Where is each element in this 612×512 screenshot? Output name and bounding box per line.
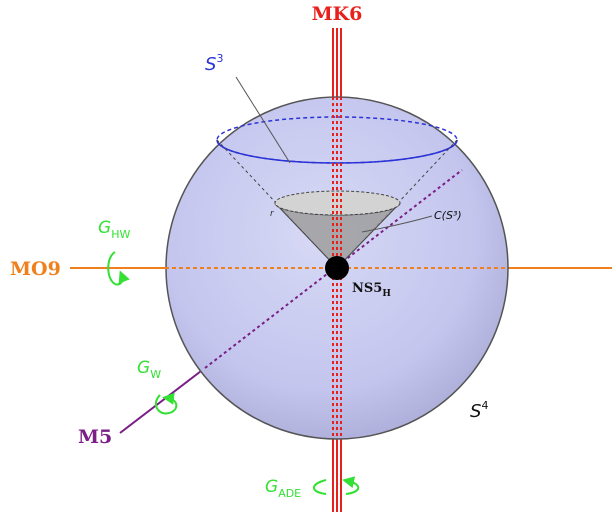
mo9-label: MO9 bbox=[10, 258, 61, 280]
g-ade-label: GADE bbox=[265, 477, 301, 500]
cone-top bbox=[274, 190, 401, 216]
mk6-line-top bbox=[332, 28, 342, 97]
cone-label: C(S³) bbox=[434, 209, 462, 222]
r-label: r bbox=[270, 209, 275, 219]
s3-pointer bbox=[235, 76, 291, 164]
g-ade-arrow bbox=[313, 480, 360, 495]
mk6-line-bottom bbox=[332, 438, 342, 512]
ns5-point bbox=[325, 256, 349, 280]
cone-pointer bbox=[361, 215, 433, 233]
s4-label: S4 bbox=[470, 399, 488, 422]
m5-label: M5 bbox=[78, 426, 112, 448]
s3-label: S3 bbox=[205, 52, 223, 75]
g-w-arrow bbox=[154, 392, 178, 415]
ns5-label: NS5H bbox=[352, 281, 391, 299]
g-w-label: GW bbox=[137, 358, 161, 381]
m5-line-outside bbox=[119, 367, 206, 434]
g-hw-label: GHW bbox=[98, 218, 130, 241]
mk6-label: MK6 bbox=[312, 3, 363, 25]
g-hw-arrow bbox=[107, 251, 130, 286]
